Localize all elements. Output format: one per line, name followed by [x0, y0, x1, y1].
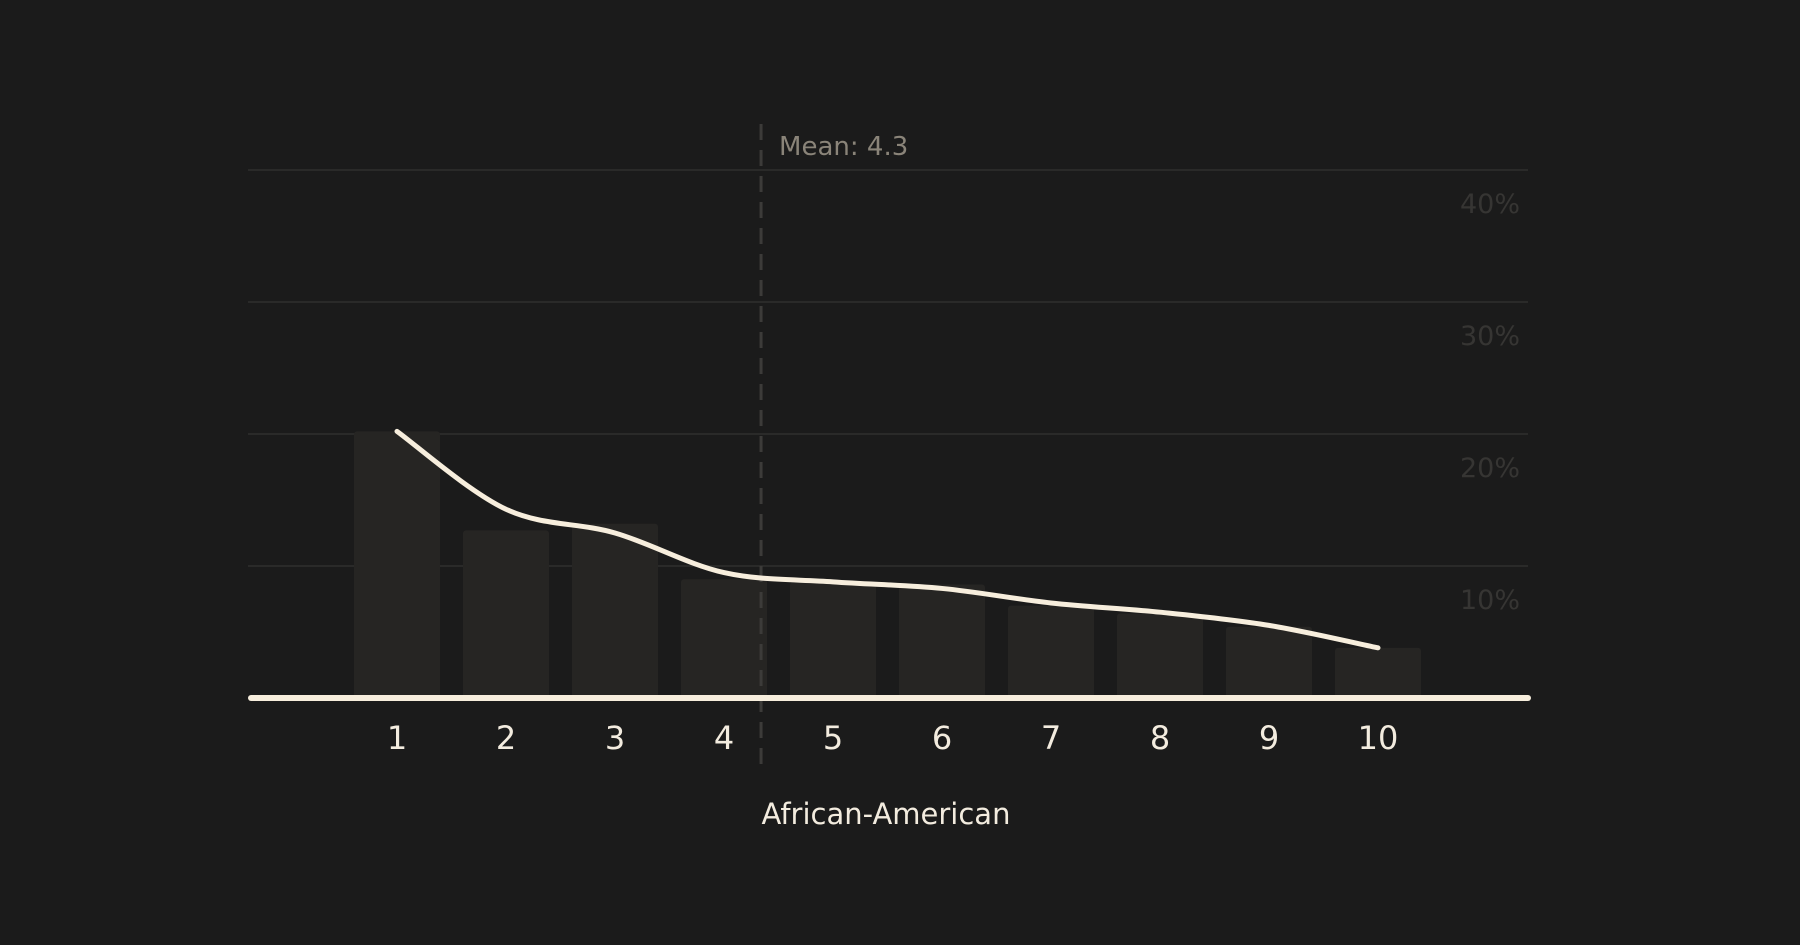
- y-tick-label: 40%: [1460, 189, 1520, 220]
- mean-marker: Mean: 4.3: [759, 124, 908, 765]
- y-tick-label: 20%: [1460, 453, 1520, 484]
- x-tick-label: 4: [714, 719, 734, 757]
- x-tick-label: 9: [1259, 719, 1279, 757]
- x-tick-label: 7: [1041, 719, 1061, 757]
- x-tick-label: 10: [1358, 719, 1399, 757]
- bar: [354, 431, 440, 698]
- x-tick-label: 1: [387, 719, 407, 757]
- trend-line: [394, 428, 1381, 651]
- x-tick-label: 8: [1150, 719, 1170, 757]
- mean-label: Mean: 4.3: [779, 132, 908, 162]
- y-tick-label: 10%: [1460, 585, 1520, 616]
- bar: [1226, 626, 1312, 698]
- bar: [681, 579, 767, 698]
- x-axis-ticks: 1 2 3 4 5 6 7 8 9 10: [387, 719, 1399, 757]
- bar: [790, 581, 876, 698]
- x-tick-label: 6: [932, 719, 952, 757]
- gridlines: [248, 169, 1528, 567]
- bars: [354, 431, 1421, 698]
- bar: [1335, 647, 1421, 698]
- x-tick-label: 3: [605, 719, 625, 757]
- bar: [463, 530, 549, 698]
- bar: [572, 523, 658, 698]
- bar: [899, 584, 985, 698]
- bar: [1117, 613, 1203, 698]
- y-tick-label: 30%: [1460, 321, 1520, 352]
- x-tick-label: 2: [496, 719, 516, 757]
- x-tick-label: 5: [823, 719, 843, 757]
- y-axis-ticks: 10% 20% 30% 40%: [1460, 189, 1520, 616]
- bar: [1008, 605, 1094, 698]
- x-axis-label: African-American: [762, 797, 1011, 831]
